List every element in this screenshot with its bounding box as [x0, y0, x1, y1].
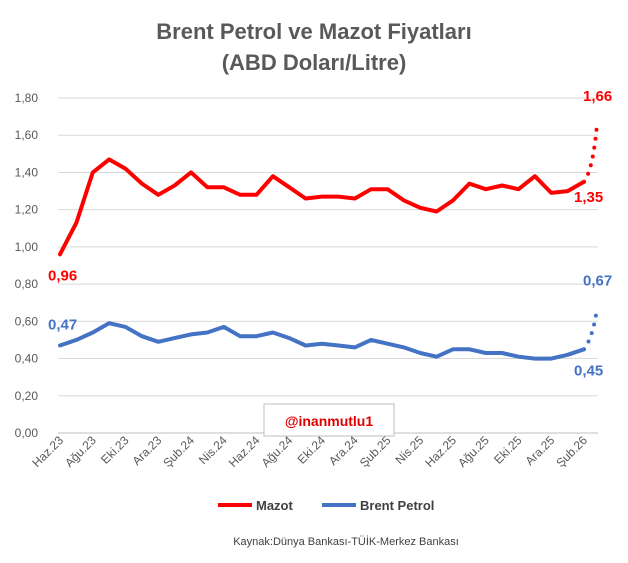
legend-label-brent: Brent Petrol — [360, 498, 434, 513]
y-tick-label: 0,80 — [15, 277, 39, 291]
chart-title-line1: Brent Petrol ve Mazot Fiyatları — [156, 19, 471, 44]
series-lines — [58, 122, 599, 361]
x-tick-label: Ağu.25 — [455, 433, 492, 470]
y-tick-label: 1,00 — [15, 240, 39, 254]
x-tick-label: Haz.25 — [422, 433, 459, 470]
end-label-brent: 0,45 — [574, 362, 603, 379]
y-tick-label: 0,20 — [15, 389, 39, 403]
x-tick-label: Şub.26 — [553, 433, 590, 470]
y-tick-label: 0,00 — [15, 426, 39, 440]
x-tick-label: Nis.24 — [196, 433, 230, 467]
y-tick-label: 1,60 — [15, 128, 39, 142]
y-axis-ticks: 0,00 0,20 0,40 0,60 0,80 1,00 1,20 1,40 1,60 1,80 — [15, 91, 39, 440]
start-label-brent: 0,47 — [48, 317, 77, 334]
y-tick-label: 1,40 — [15, 165, 39, 179]
x-tick-label: Eki.23 — [98, 433, 132, 467]
series-line-brent — [58, 321, 586, 361]
data-labels: 0,96 1,35 1,66 0,47 0,45 0,67 — [48, 88, 612, 379]
x-tick-label: Şub.24 — [160, 433, 197, 470]
series-line-mazot — [58, 157, 586, 257]
x-tick-label: Eki.24 — [295, 433, 329, 467]
x-tick-label: Şub.25 — [357, 433, 394, 470]
y-tick-label: 1,20 — [15, 203, 39, 217]
watermark-text: @inanmutlu1 — [285, 413, 374, 429]
x-tick-label: Ara.25 — [522, 433, 557, 468]
source-note: Kaynak:Dünya Bankası-TÜİK-Merkez Bankası — [233, 535, 459, 548]
end-label-mazot: 1,35 — [574, 189, 603, 206]
projection-label-mazot: 1,66 — [583, 88, 612, 105]
projection-label-brent: 0,67 — [583, 272, 612, 289]
gridlines — [58, 97, 598, 434]
y-tick-label: 0,40 — [15, 352, 39, 366]
y-tick-label: 0,60 — [15, 314, 39, 328]
legend: Mazot Brent Petrol — [218, 498, 434, 513]
start-label-mazot: 0,96 — [48, 267, 77, 284]
chart-title-line2: (ABD Doları/Litre) — [222, 50, 407, 75]
projection-line-mazot — [582, 122, 599, 184]
x-tick-label: Ara.24 — [326, 433, 361, 468]
y-tick-label: 1,80 — [15, 91, 39, 105]
x-tick-label: Ağu.23 — [62, 433, 99, 470]
x-tick-label: Haz.24 — [226, 433, 263, 470]
x-tick-label: Ağu.24 — [259, 433, 296, 470]
watermark: @inanmutlu1 — [263, 403, 395, 437]
x-tick-label: Ara.23 — [129, 433, 164, 468]
legend-label-mazot: Mazot — [256, 498, 294, 513]
projection-line-brent — [582, 306, 599, 352]
watermark-box — [263, 403, 395, 437]
x-tick-label: Eki.25 — [491, 433, 525, 467]
x-tick-label: Nis.25 — [392, 433, 426, 467]
